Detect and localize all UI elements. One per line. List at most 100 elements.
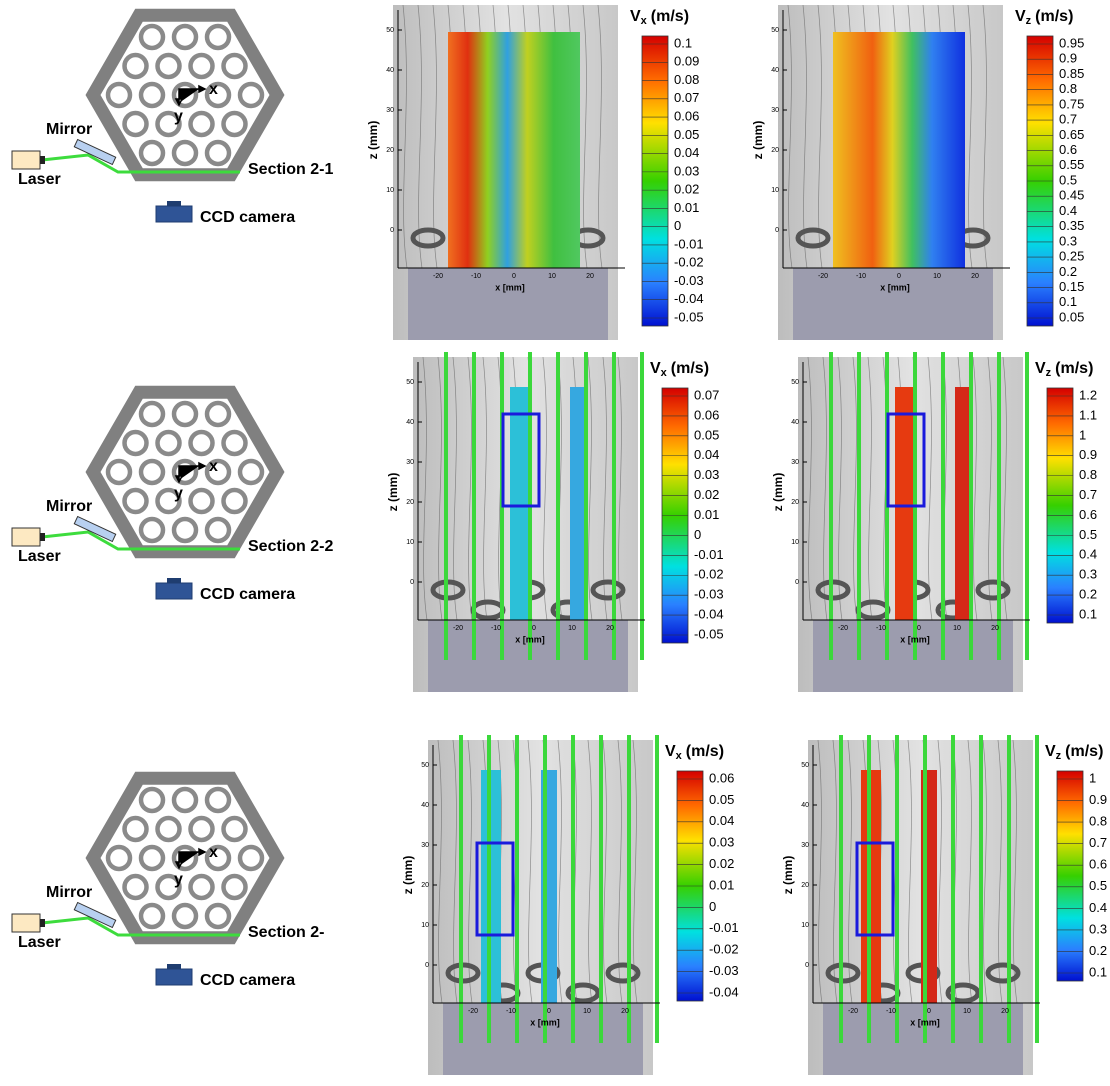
colorbar-tick-label: 0.06 [709, 770, 734, 785]
rod [138, 786, 166, 814]
rod [122, 110, 149, 138]
rod-wire [847, 739, 853, 1004]
colorbar [1056, 770, 1084, 982]
x-tick-label: 20 [621, 1008, 629, 1015]
y-tick-label: 20 [791, 499, 799, 506]
colorbar-tick-label: 0.3 [1079, 567, 1097, 582]
colorbar-tick-label: 0 [694, 527, 701, 542]
x-tick-label: 0 [512, 273, 516, 280]
colorbar-tick-label: 1.1 [1079, 407, 1097, 422]
rod [237, 844, 265, 872]
rod [204, 139, 232, 167]
colorbar-tick-label: 0 [674, 218, 681, 233]
rod-wire [482, 356, 488, 621]
schematic: x y Mirror Laser Section 2-2 CCD camera [11, 385, 333, 603]
rod [171, 902, 199, 930]
colorbar-title: Vz (m/s) [1035, 360, 1093, 379]
y-tick-label: 40 [386, 67, 394, 74]
velocity-field [833, 32, 965, 268]
colorbar-tick-label: -0.01 [674, 236, 704, 251]
x-axis-label: x [mm] [530, 1017, 560, 1027]
colorbar-tick-label: 0.3 [1059, 233, 1077, 248]
y-tick-label: 40 [801, 802, 809, 809]
rod [204, 81, 232, 109]
x-axis-label: x [mm] [900, 634, 930, 644]
rod [138, 400, 166, 428]
laser-tip [40, 919, 45, 927]
axis-x: x [209, 458, 218, 475]
rod-wire [432, 4, 438, 269]
laser-label: Laser [18, 171, 61, 188]
colorbar-tick-label: 0.1 [1059, 294, 1077, 309]
rod [221, 110, 248, 138]
subscript: x [676, 750, 683, 762]
camera-top [167, 964, 181, 969]
y-tick-label: 10 [421, 922, 429, 929]
rod-wire [467, 356, 473, 621]
y-tick-label: 10 [406, 539, 414, 546]
base [408, 268, 608, 340]
rod [221, 429, 248, 457]
rod [171, 844, 199, 872]
colorbar-tick-label: 0.6 [1089, 857, 1107, 872]
y-tick-label: 50 [386, 27, 394, 34]
y-tick-label: 0 [410, 579, 414, 586]
colorbar-tick-label: 0.04 [674, 145, 699, 160]
velocity-field [955, 387, 971, 620]
laser-beam [41, 530, 240, 551]
colorbar-tick-label: 0.35 [1059, 218, 1084, 233]
colorbar-tick-label: 0.01 [674, 200, 699, 215]
colorbar-tick-label: -0.04 [694, 607, 724, 622]
colorbar-tick-label: -0.02 [674, 255, 704, 270]
colorbar-tick-label: 0.25 [1059, 249, 1084, 264]
velocity-field [895, 387, 915, 620]
rod [171, 400, 199, 428]
rod [122, 873, 149, 901]
y-tick-label: 30 [421, 842, 429, 849]
rod-wire [437, 356, 443, 621]
ring [605, 962, 641, 984]
colorbar-tick-label: 0.9 [1059, 51, 1077, 66]
symbol: V [630, 8, 641, 25]
symbol: V [665, 743, 676, 760]
rod [221, 815, 248, 843]
y-axis-label: z (mm) [366, 121, 380, 160]
x-tick-label: -20 [838, 625, 848, 632]
y-tick-label: 40 [421, 802, 429, 809]
rod [105, 458, 133, 486]
rod [204, 458, 232, 486]
y-tick-label: 0 [425, 962, 429, 969]
colorbar-tick-label: 0.7 [1059, 112, 1077, 127]
laser-tip [40, 533, 45, 541]
camera [155, 205, 193, 223]
rod-wire [837, 356, 843, 621]
rod-wire [802, 4, 808, 269]
colorbar-title: Vx (m/s) [650, 360, 709, 379]
velocity-field [570, 387, 586, 620]
colorbar-tick-label: 0.02 [709, 856, 734, 871]
x-tick-label: 0 [547, 1008, 551, 1015]
colorbar-tick-label: 0.2 [1089, 943, 1107, 958]
flow-plot: 0 10 20 30 40 50 -20 -10 0 10 20 x [mm] z (mm) Vx (m/s… [386, 352, 724, 692]
x-tick-label: 20 [1001, 1008, 1009, 1015]
x-tick-label: -20 [453, 625, 463, 632]
y-tick-label: 30 [406, 459, 414, 466]
colorbar-tick-label: 0.8 [1059, 81, 1077, 96]
rod [138, 139, 166, 167]
rod [138, 458, 166, 486]
symbol: V [1045, 743, 1056, 760]
ring [975, 579, 1011, 601]
colorbar-tick-label: -0.03 [694, 587, 724, 602]
rod-wire [852, 356, 858, 621]
colorbar-title: Vz (m/s) [1015, 8, 1073, 27]
rod [155, 429, 182, 457]
colorbar-tick-label: 0.03 [709, 835, 734, 850]
camera-top [167, 201, 181, 206]
x-axis-label: x [mm] [880, 282, 910, 292]
y-tick-label: 20 [771, 147, 779, 154]
unit: (m/s) [1065, 743, 1103, 760]
laser-beam [41, 153, 240, 174]
rod [188, 487, 215, 515]
x-axis-label: x [mm] [495, 282, 525, 292]
symbol: V [1035, 360, 1046, 377]
